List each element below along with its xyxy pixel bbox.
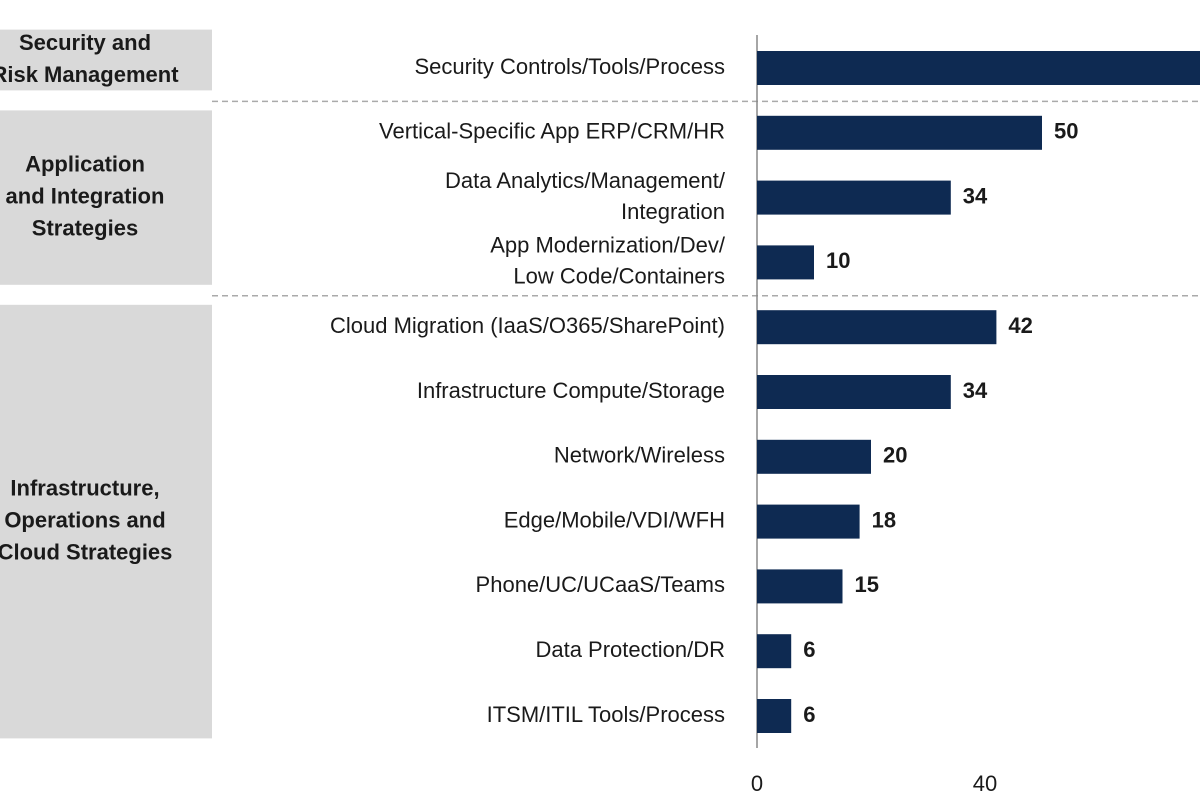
bar xyxy=(757,115,1042,150)
category-label: ITSM/ITIL Tools/Process xyxy=(487,702,725,727)
category-label: Network/Wireless xyxy=(554,443,725,468)
category-label: Data Analytics/Management/ xyxy=(445,168,726,193)
category-label: Integration xyxy=(621,199,725,224)
category-label: Infrastructure Compute/Storage xyxy=(417,378,725,403)
bar xyxy=(757,51,1200,85)
bar xyxy=(757,634,792,669)
category-label: Low Code/Containers xyxy=(513,264,725,289)
group-label: Strategies xyxy=(32,215,138,240)
category-label: App Modernization/Dev/ xyxy=(490,233,726,258)
group-label: Application xyxy=(25,151,145,176)
value-label: 50 xyxy=(1054,119,1078,144)
group-label: Security and xyxy=(19,30,151,55)
category-label: Cloud Migration (IaaS/O365/SharePoint) xyxy=(330,313,725,338)
group-label: and Integration xyxy=(6,183,165,208)
value-label: 6 xyxy=(803,702,815,727)
value-label: 18 xyxy=(872,507,896,532)
value-label: 34 xyxy=(963,378,988,403)
x-tick-label: 0 xyxy=(751,771,763,796)
bar xyxy=(757,504,860,539)
value-label: 10 xyxy=(826,248,850,273)
group-label: Operations and xyxy=(4,507,165,532)
value-label: 42 xyxy=(1008,313,1032,338)
group-box xyxy=(0,29,212,91)
bar xyxy=(757,699,792,733)
bar xyxy=(757,310,997,345)
group-label: Risk Management xyxy=(0,62,179,87)
group-label: Infrastructure, xyxy=(10,475,159,500)
category-label: Security Controls/Tools/Process xyxy=(414,54,725,79)
category-label: Vertical-Specific App ERP/CRM/HR xyxy=(379,119,725,144)
x-tick-label: 40 xyxy=(973,771,997,796)
category-label: Data Protection/DR xyxy=(535,637,725,662)
bar xyxy=(757,439,871,474)
value-label: 34 xyxy=(963,183,988,208)
group-box xyxy=(0,110,212,285)
bar xyxy=(757,375,951,409)
bar xyxy=(757,245,814,280)
category-label: Edge/Mobile/VDI/WFH xyxy=(504,507,725,532)
bar xyxy=(757,569,843,604)
value-label: 6 xyxy=(803,637,815,662)
category-label: Phone/UC/UCaaS/Teams xyxy=(476,572,725,597)
group-box xyxy=(0,304,212,739)
value-label: 20 xyxy=(883,443,907,468)
value-label: 15 xyxy=(855,572,879,597)
bar xyxy=(757,180,951,215)
group-label: Cloud Strategies xyxy=(0,539,172,564)
